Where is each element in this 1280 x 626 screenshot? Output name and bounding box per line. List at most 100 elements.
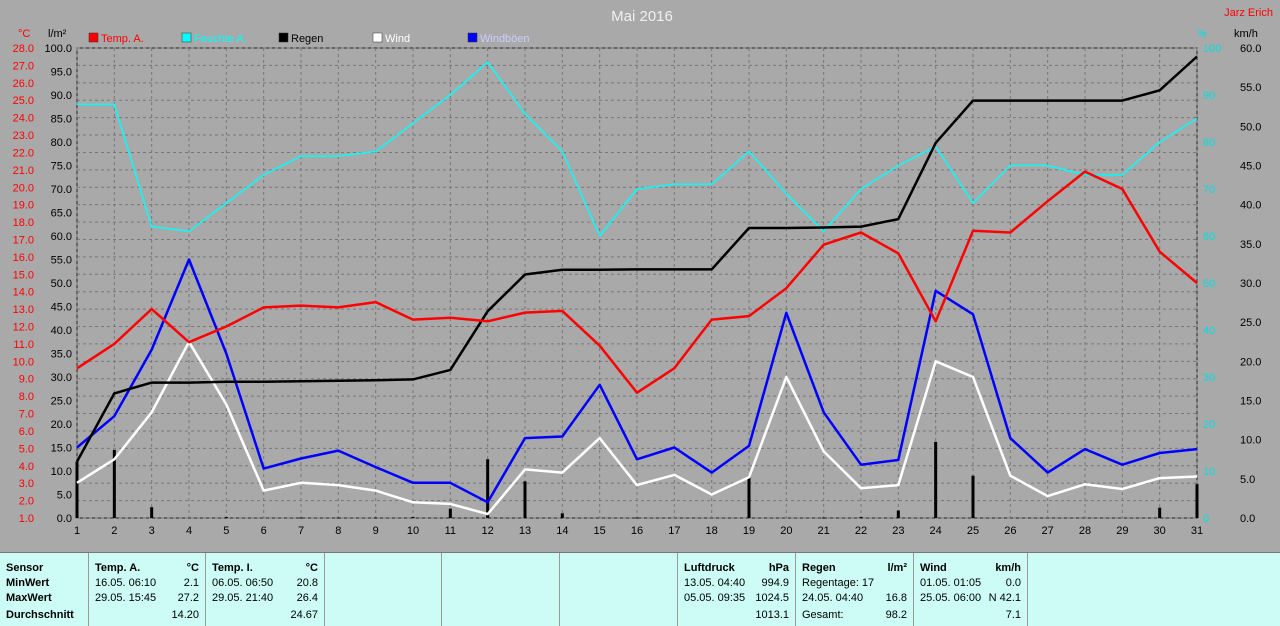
rain-tick-label: 0.0 [57,513,72,525]
wind-avg: 7.1 [1005,609,1021,621]
temp-i-header: Temp. I. [212,562,253,574]
series-line-temp-a [76,170,1198,394]
temp-i-min-value: 20.8 [296,577,318,589]
humidity-tick-label: 30 [1203,372,1215,384]
wind-unit-label: km/h [1234,28,1258,40]
temp-i-unit: °C [305,562,318,574]
rain-bar [822,517,826,519]
wind-tick-label: 10.0 [1240,435,1261,447]
statistics-panel: Sensor MinWert MaxWert Durchschnitt Temp… [0,552,1280,626]
rain-bar [635,517,639,519]
temp-i-max-value: 26.4 [296,592,318,604]
temp-tick-label: 27.0 [13,60,34,72]
rain-bar [896,510,900,518]
x-tick-label: 2 [111,525,117,537]
axis-ticks: 28.027.026.025.024.023.022.021.020.019.0… [13,43,1262,537]
wind-tick-label: 55.0 [1240,82,1261,94]
wind-tick-label: 15.0 [1240,396,1261,408]
temp-tick-label: 1.0 [19,513,34,525]
temp-tick-label: 14.0 [13,287,34,299]
rain-bar [299,517,303,519]
stats-col-empty-2 [442,553,560,626]
x-tick-label: 8 [335,525,341,537]
rain-tick-label: 45.0 [51,302,72,314]
temp-tick-label: 10.0 [13,356,34,368]
temp-tick-label: 18.0 [13,217,34,229]
humidity-tick-label: 100 [1203,43,1221,55]
x-tick-label: 3 [149,525,155,537]
temp-tick-label: 15.0 [13,269,34,281]
x-tick-label: 18 [706,525,718,537]
stats-col-rain: Regen l/m² Regentage: 17 24.05. 04:40 16.8… [796,553,914,626]
series-line-regen [75,55,1198,463]
legend-swatch-temp [88,32,99,43]
x-tick-label: 13 [519,525,531,537]
temp-tick-label: 24.0 [13,113,34,125]
rain-bar [560,513,564,518]
rain-tick-label: 30.0 [51,372,72,384]
pressure-avg: 1013.1 [755,609,789,621]
wind-tick-label: 50.0 [1240,121,1261,133]
temp-a-min-time: 16.05. 06:10 [95,577,157,589]
rain-bar [112,449,116,518]
rain-bar [486,459,490,518]
temp-tick-label: 19.0 [13,200,34,212]
rain-tick-label: 55.0 [51,255,72,267]
pressure-header: Luftdruck [684,562,735,574]
legend-label-humidity: Feuchte A. [194,33,247,45]
rain-header: Regen [802,562,836,574]
stats-col-wind: Wind km/h 01.05. 01:05 0.0 25.05. 06:00 N 4… [914,553,1028,626]
wind-unit: km/h [995,562,1021,574]
rain-bar [971,475,975,518]
temp-tick-label: 8.0 [19,391,34,403]
x-tick-label: 16 [631,525,643,537]
stats-col-empty-3 [560,553,678,626]
pressure-max-value: 1024.5 [755,592,789,604]
temp-tick-label: 22.0 [13,147,34,159]
wind-tick-label: 0.0 [1240,513,1255,525]
temp-tick-label: 16.0 [13,252,34,264]
rain-tick-label: 25.0 [51,396,72,408]
humidity-tick-label: 40 [1203,325,1215,337]
pressure-unit: hPa [768,562,789,574]
temp-i-avg: 24.67 [290,609,318,621]
rain-tick-label: 65.0 [51,208,72,220]
legend-label-gusts: Windböen [480,33,530,45]
temp-tick-label: 3.0 [19,478,34,490]
rain-bar [1158,507,1162,518]
rain-bar [75,461,79,518]
wind-min-time: 01.05. 01:05 [920,577,982,589]
temp-tick-label: 11.0 [13,339,34,351]
rain-tick-label: 60.0 [51,231,72,243]
rain-bar [150,507,154,518]
rain-tick-label: 90.0 [51,90,72,102]
temp-tick-label: 17.0 [13,234,34,246]
rain-bar [224,517,228,519]
wind-tick-label: 45.0 [1240,161,1261,173]
x-tick-label: 6 [261,525,267,537]
wind-max-value: N 42.1 [988,592,1021,604]
rain-tick-label: 75.0 [51,161,72,173]
legend-label-temp: Temp. A. [101,33,144,45]
rain-tick-label: 100.0 [44,43,72,55]
wind-header: Wind [920,562,947,574]
series-line-windb-en [76,258,1198,504]
x-tick-label: 11 [445,525,456,537]
stats-label-avg: Durchschnitt [6,609,74,621]
x-tick-label: 31 [1191,525,1203,537]
temp-tick-label: 13.0 [13,304,34,316]
stats-col-temp-i: Temp. I. °C 06.05. 06:50 20.8 29.05. 21:40… [206,553,325,626]
x-tick-label: 20 [780,525,792,537]
x-tick-label: 19 [743,525,755,537]
humidity-tick-label: 80 [1203,137,1215,149]
rain-bar [336,517,340,519]
temp-i-max-time: 29.05. 21:40 [212,592,274,604]
pressure-max-time: 05.05. 09:35 [684,592,746,604]
legend-label-rain: Regen [291,33,323,45]
wind-tick-label: 5.0 [1240,474,1255,486]
stats-label-min: MinWert [6,577,50,589]
x-tick-label: 22 [855,525,867,537]
wind-tick-label: 30.0 [1240,278,1261,290]
rain-tick-label: 85.0 [51,114,72,126]
temp-tick-label: 7.0 [19,409,34,421]
